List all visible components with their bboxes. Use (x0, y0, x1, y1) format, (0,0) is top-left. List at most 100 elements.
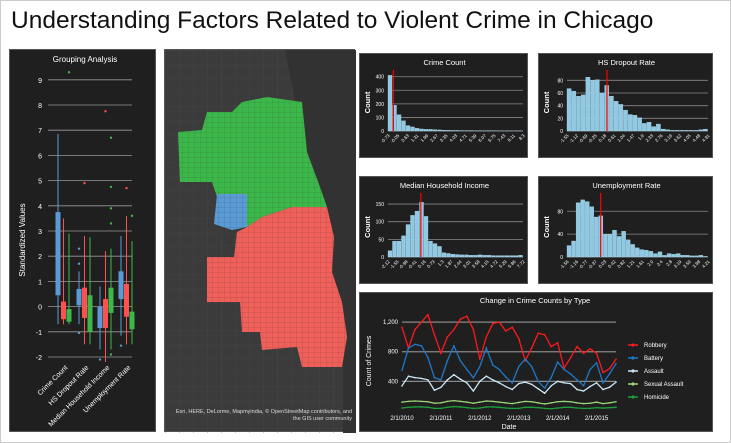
data-point (530, 347, 533, 349)
hs-dropout-histogram-panel: HS Dropout Rate Count 0 20 40 60 80 -1.55 -1.12-… (538, 53, 713, 158)
data-point (589, 368, 591, 371)
legend-marker (631, 369, 635, 373)
histogram-bar (607, 233, 613, 258)
histogram-bar (423, 129, 429, 132)
data-point (556, 380, 559, 383)
data-point (556, 407, 559, 409)
outlier-point (109, 222, 113, 225)
series-line-homicide (401, 405, 617, 410)
histogram-bar (441, 252, 447, 258)
outlier-point (77, 331, 81, 335)
histogram-bar (396, 114, 402, 132)
x-tick-label: -0.98 (398, 259, 409, 270)
histogram-bar (656, 123, 661, 132)
x-tick-label: -0.41 (407, 259, 418, 270)
data-point (466, 401, 468, 403)
data-point (615, 406, 617, 409)
data-point (459, 359, 462, 362)
data-point (602, 382, 604, 384)
histogram-bar (566, 88, 572, 132)
x-tick-label: 1.04 (616, 133, 626, 143)
data-point (440, 379, 442, 381)
data-point (608, 373, 611, 375)
data-point (517, 407, 520, 410)
lake-michigan (285, 50, 356, 433)
outlier-point (77, 247, 81, 250)
data-point (453, 399, 455, 402)
data-point (524, 406, 527, 409)
x-tick-label: 3.58 (471, 259, 481, 269)
x-tick-label: 5.86 (507, 259, 517, 269)
data-point (576, 345, 578, 348)
x-tick-label: 3.62 (673, 133, 683, 143)
data-point (537, 387, 539, 390)
histogram-bar (491, 255, 496, 258)
box-red (103, 299, 108, 329)
data-point (524, 381, 527, 383)
median-income-histogram: Median Household Income Count 0 50 100 150 -2.… (363, 181, 526, 270)
x-tick-label: 3.59 (682, 259, 692, 269)
data-point (556, 361, 559, 363)
histogram-bar (414, 210, 420, 258)
x-tick-label: -1.55 (559, 133, 570, 144)
box-green (66, 309, 72, 322)
data-point (530, 365, 533, 368)
x-tick-label: 1.9 (637, 133, 645, 141)
y-tick-label: 0 (38, 305, 42, 312)
data-point (602, 407, 604, 409)
data-point (485, 375, 488, 377)
x-tick-label: 2/1/2014 (546, 416, 570, 422)
y-tick-label: 80 (557, 209, 563, 215)
y-tick-label: 0 (560, 255, 563, 261)
histogram-bar (625, 239, 631, 258)
x-tick-label: -1.12 (568, 133, 579, 144)
data-point (608, 386, 611, 389)
box-blue (118, 271, 124, 300)
histogram-bar (694, 255, 699, 258)
y-tick-label: 60 (557, 91, 563, 97)
histogram-bar (401, 235, 406, 258)
y-axis-label: Count (542, 91, 551, 113)
data-point (479, 407, 481, 409)
data-point (446, 379, 449, 381)
histogram-bar (432, 129, 438, 132)
histogram-bar (571, 90, 577, 132)
histogram-bar (482, 255, 487, 258)
data-point (433, 402, 436, 405)
histogram-bar (662, 255, 667, 258)
data-point (550, 402, 552, 404)
outlier-point (109, 207, 113, 210)
map-canvas[interactable] (165, 50, 356, 433)
histogram-bar (684, 130, 689, 132)
cluster-map[interactable] (164, 49, 356, 433)
data-point (420, 321, 423, 323)
y-tick-label: 80 (557, 78, 563, 84)
data-point (595, 401, 598, 403)
histogram-bar (676, 253, 681, 258)
histogram-bar (486, 255, 492, 258)
histogram-bar (653, 253, 658, 258)
histogram-bar (703, 128, 708, 132)
outlier-point (67, 71, 71, 74)
histogram-bar (618, 104, 624, 132)
y-tick-label: 400 (376, 75, 385, 81)
legend-marker (631, 395, 635, 399)
y-axis-label: Count (363, 91, 372, 113)
data-point (466, 406, 468, 409)
y-tick-label: 40 (557, 232, 563, 238)
histogram-bar (428, 240, 433, 258)
data-point (498, 321, 501, 323)
histogram-bar (623, 109, 628, 132)
histogram-bar (616, 236, 622, 258)
x-tick-label: -0.69 (578, 133, 589, 144)
outlier-point (109, 136, 113, 139)
data-point (466, 315, 468, 317)
legend-marker (631, 343, 635, 347)
grouping-analysis-chart: Grouping Analysis Standardized Values -2… (18, 55, 135, 428)
histogram-bar (589, 206, 594, 258)
histogram-bar (455, 130, 460, 132)
data-point (485, 336, 488, 338)
data-point (440, 352, 442, 355)
data-point (401, 407, 403, 409)
y-tick-label: 50 (378, 237, 384, 243)
